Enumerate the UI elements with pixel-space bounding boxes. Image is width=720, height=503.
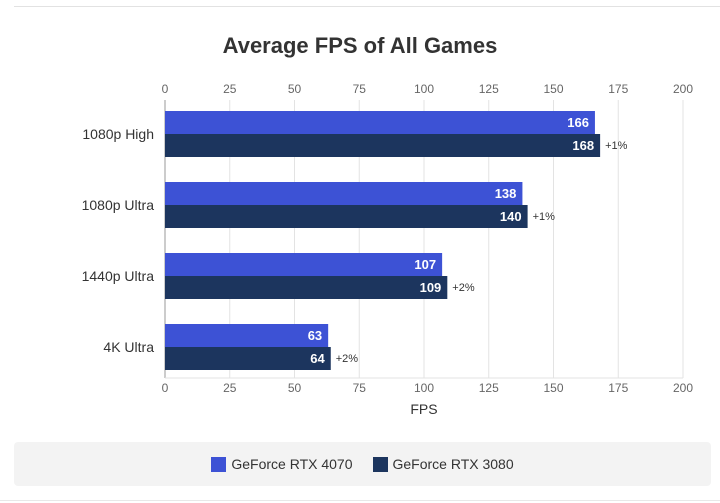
legend-label: GeForce RTX 4070 [231, 456, 353, 472]
x-axis-label: FPS [410, 401, 437, 417]
tick-label-top: 175 [608, 82, 628, 96]
bar-1 [165, 347, 331, 370]
tick-label-top: 25 [223, 82, 237, 96]
category-label: 4K Ultra [103, 339, 154, 355]
bar-0 [165, 253, 443, 276]
divider [0, 500, 720, 501]
legend: GeForce RTX 4070 GeForce RTX 3080 [14, 442, 711, 486]
tick-label-bottom: 25 [223, 381, 237, 395]
tick-label-bottom: 200 [673, 381, 693, 395]
tick-label-top: 75 [353, 82, 367, 96]
bar-1 [165, 134, 601, 157]
tick-label-bottom: 175 [608, 381, 628, 395]
divider [14, 6, 720, 7]
chart-title: Average FPS of All Games [223, 33, 498, 58]
diff-annotation: +2% [452, 282, 475, 294]
data-label: 140 [500, 209, 522, 224]
legend-swatch [211, 456, 227, 472]
tick-label-bottom: 50 [288, 381, 302, 395]
data-label: 109 [420, 280, 442, 295]
diff-annotation: +1% [533, 211, 556, 223]
legend-label: GeForce RTX 3080 [392, 456, 514, 472]
diff-annotation: +1% [605, 140, 628, 152]
tick-label-bottom: 125 [479, 381, 499, 395]
tick-label-top: 150 [543, 82, 563, 96]
category-label: 1080p High [82, 126, 154, 142]
legend-swatch [372, 456, 388, 472]
data-label: 138 [495, 186, 517, 201]
legend-item-1[interactable]: GeForce RTX 3080 [372, 456, 514, 472]
tick-label-bottom: 0 [162, 381, 169, 395]
bar-1 [165, 276, 448, 299]
category-label: 1440p Ultra [82, 268, 155, 284]
tick-label-bottom: 100 [414, 381, 434, 395]
category-label: 1080p Ultra [82, 197, 155, 213]
legend-item-0[interactable]: GeForce RTX 4070 [211, 456, 353, 472]
bar-0 [165, 111, 595, 134]
data-label: 168 [572, 138, 594, 153]
bar-1 [165, 205, 528, 228]
tick-label-top: 50 [288, 82, 302, 96]
tick-label-bottom: 75 [353, 381, 367, 395]
tick-label-top: 100 [414, 82, 434, 96]
bar-0 [165, 324, 329, 347]
diff-annotation: +2% [336, 353, 359, 365]
tick-label-top: 125 [479, 82, 499, 96]
tick-label-top: 200 [673, 82, 693, 96]
data-label: 107 [414, 257, 436, 272]
data-label: 63 [308, 328, 322, 343]
chart-svg: Average FPS of All Games 0 0 25 25 50 50 75 75 10… [82, 33, 694, 417]
tick-label-top: 0 [162, 82, 169, 96]
bar-0 [165, 182, 523, 205]
data-label: 64 [310, 351, 325, 366]
tick-label-bottom: 150 [543, 381, 563, 395]
data-label: 166 [567, 115, 589, 130]
